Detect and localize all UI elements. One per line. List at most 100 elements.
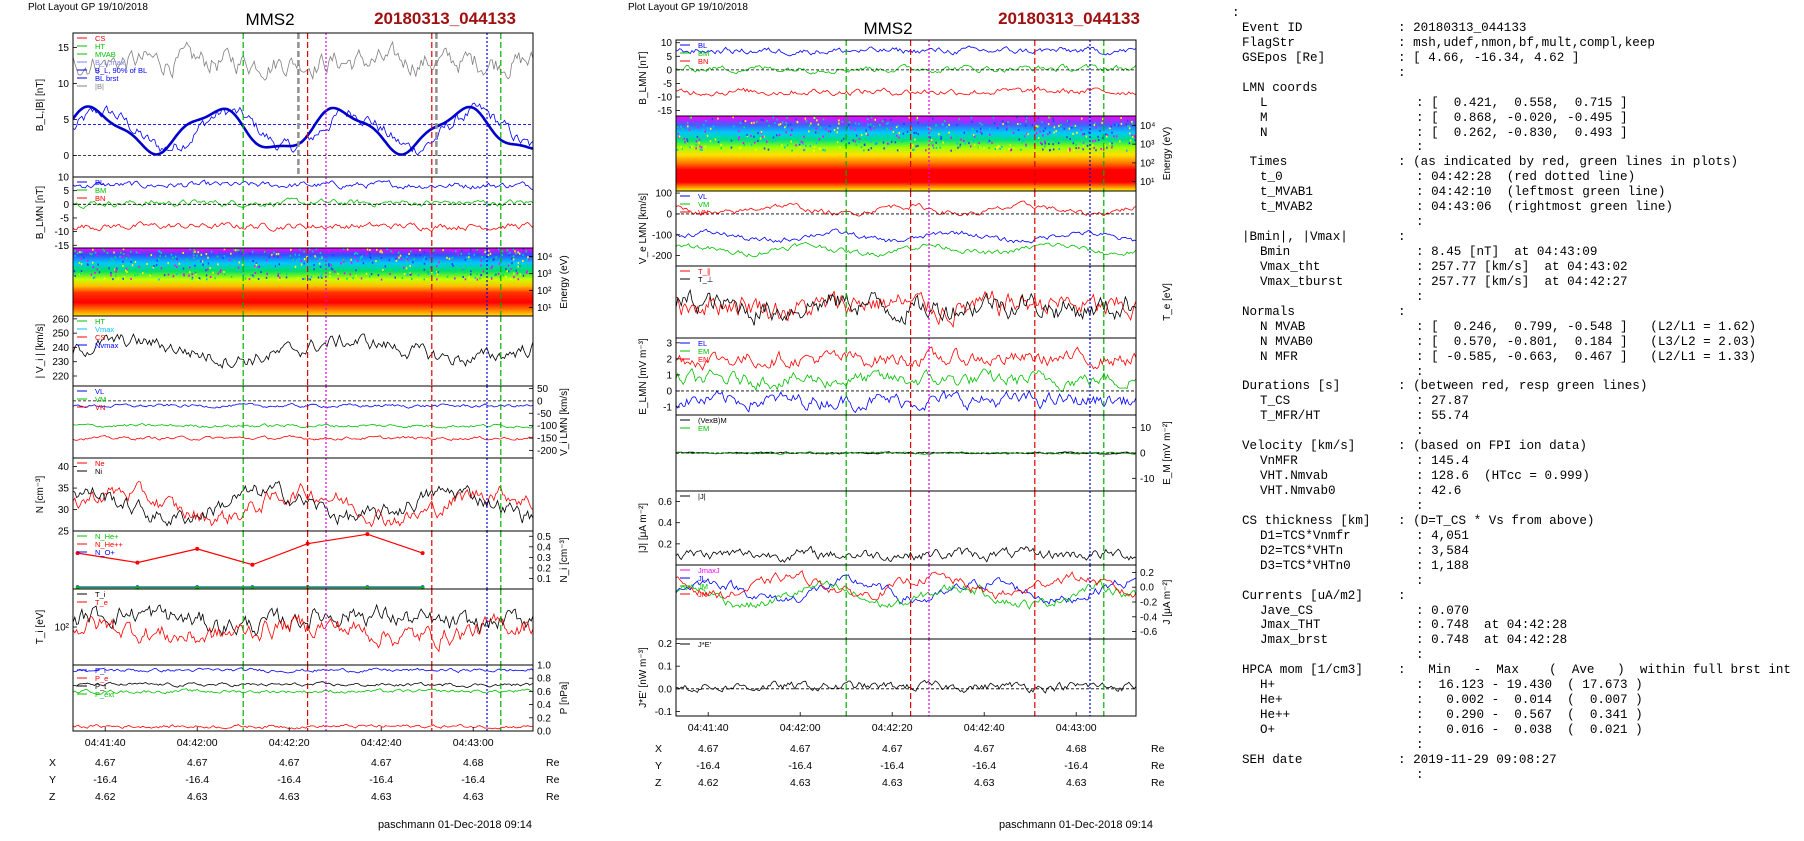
spectrogram-pixel xyxy=(79,267,81,270)
spectrogram-pixel xyxy=(709,140,712,143)
spectrogram-pixel xyxy=(847,127,850,130)
spectrogram-pixel xyxy=(517,278,520,281)
spectrogram-pixel xyxy=(353,266,356,269)
spectrogram-pixel xyxy=(928,127,931,130)
legend-label: HT xyxy=(95,317,105,326)
spectrogram-pixel xyxy=(179,268,181,271)
y-tick-label: -0.2 xyxy=(1140,598,1158,609)
y-tick-label: -0.1 xyxy=(655,707,673,718)
spectrogram-pixel xyxy=(712,125,715,128)
y-tick-label: 0.2 xyxy=(658,539,672,550)
spectrogram-pixel xyxy=(194,250,196,253)
spectrogram-pixel xyxy=(380,265,383,268)
he-plus-plus-point xyxy=(250,562,255,567)
spectrogram-pixel xyxy=(277,274,279,277)
spectrogram-pixel xyxy=(391,251,394,254)
spectrogram-pixel xyxy=(249,253,251,256)
event-title: 20180313_044133 xyxy=(998,9,1140,28)
info-label: T_MFR/HT xyxy=(1260,409,1321,424)
info-row: : xyxy=(1232,499,1804,514)
spectrogram-pixel xyxy=(776,134,778,137)
info-value: : msh,udef,nmon,bf,mult,compl,keep xyxy=(1398,35,1655,50)
spectrogram-pixel xyxy=(948,123,950,126)
spectrogram-pixel xyxy=(329,275,331,278)
spectrogram-pixel xyxy=(764,138,767,141)
spectrogram-pixel xyxy=(1094,122,1096,125)
spectrogram-pixel xyxy=(703,123,705,126)
spectrogram-pixel xyxy=(1075,143,1077,146)
info-value: : xyxy=(1416,737,1424,752)
info-value: : [ 0.246, 0.799, -0.548 ] (L2/L1 = 1.62… xyxy=(1416,319,1757,334)
spectrogram-pixel xyxy=(1035,132,1038,135)
spectrogram-pixel xyxy=(122,248,125,251)
spectrogram-pixel xyxy=(812,129,814,132)
spectrogram-pixel xyxy=(1133,136,1135,139)
spectrogram-pixel xyxy=(302,278,304,281)
info-label xyxy=(1232,140,1416,155)
panel-6: 100-10 E_M [mV m⁻²](VexB)MEM xyxy=(675,414,1173,492)
he-plus-plus-point xyxy=(420,551,425,556)
spectrogram-pixel xyxy=(717,117,719,120)
spectrogram-pixel xyxy=(865,132,867,135)
spectrogram-pixel xyxy=(123,251,126,254)
spectrogram-pixel xyxy=(294,253,297,256)
spectrogram-pixel xyxy=(839,146,841,149)
spectrogram-pixel xyxy=(1050,123,1053,126)
spectrogram-pixel xyxy=(1076,131,1078,134)
spectrogram-pixel xyxy=(429,252,432,255)
spectrogram-pixel xyxy=(929,136,931,139)
spectrogram-pixel xyxy=(931,128,933,131)
spectrogram-pixel xyxy=(981,123,983,126)
series-line xyxy=(676,545,1136,564)
spectrogram-pixel xyxy=(293,263,295,266)
info-label: LMN coords xyxy=(1242,80,1318,95)
spectrogram-pixel xyxy=(895,131,897,134)
info-row: Jmax_THT: 0.748 at 04:42:28 xyxy=(1232,618,1804,633)
info-value: : (between red, resp green lines) xyxy=(1398,379,1648,394)
series-line xyxy=(73,612,533,653)
series-line xyxy=(73,723,533,730)
info-section-title: SEH date: 2019-11-29 09:08:27 xyxy=(1232,753,1804,768)
spectrogram-pixel xyxy=(318,262,321,265)
coord-value: 4.63 xyxy=(790,777,811,789)
spectrogram-pixel xyxy=(1100,147,1102,150)
info-label: D2=TCS*VHTn xyxy=(1260,543,1344,558)
spectrogram-pixel xyxy=(779,123,782,126)
y-axis-label: E_M [mV m⁻²] xyxy=(1162,421,1173,485)
spectrogram-pixel xyxy=(784,146,786,149)
spectrogram-pixel xyxy=(744,120,747,123)
spectrogram-pixel xyxy=(964,142,967,145)
spectrogram-pixel xyxy=(370,273,373,276)
spectrogram-pixel xyxy=(822,149,824,152)
y-tick-label: 0.4 xyxy=(537,542,551,553)
y-tick-label: 10³ xyxy=(537,269,552,280)
spectrogram-pixel xyxy=(848,142,850,145)
y-tick-label: 0.2 xyxy=(1140,568,1154,579)
spectrogram-pixel xyxy=(130,250,132,253)
info-row: He+: 0.002 - 0.014 ( 0.007 ) xyxy=(1232,693,1804,708)
y-tick-label: 25 xyxy=(58,527,70,538)
spectrogram-pixel xyxy=(176,273,178,276)
spectrogram-pixel xyxy=(1081,133,1084,136)
he-plus-plus-point xyxy=(135,560,140,565)
spectrogram-pixel xyxy=(124,263,127,266)
spectrogram-pixel xyxy=(789,133,792,136)
spectrogram-pixel xyxy=(887,122,889,125)
x-tick-label: 04:42:20 xyxy=(872,722,913,734)
spectrogram-pixel xyxy=(768,124,770,127)
info-row: VHT.Nmvab: 128.6 (HTcc = 0.999) xyxy=(1232,469,1804,484)
spectrogram-pixel xyxy=(114,268,116,271)
y-tick-label: 230 xyxy=(52,357,69,368)
info-section-title: CS thickness [km]: (D=T_CS * Vs from abo… xyxy=(1232,514,1804,529)
info-row: : xyxy=(1232,290,1804,305)
spectrogram-pixel xyxy=(848,123,850,126)
spectrogram-pixel xyxy=(760,118,763,121)
spectrogram-pixel xyxy=(946,126,948,129)
info-label: Currents [uA/m2] xyxy=(1242,588,1363,603)
spectrogram-pixel xyxy=(513,272,515,275)
spectrogram-pixel xyxy=(840,139,843,142)
spectrogram-pixel xyxy=(253,265,256,268)
y-axis-label: Energy (eV) xyxy=(559,255,570,308)
spectrogram-pixel xyxy=(855,143,858,146)
spectrogram-pixel xyxy=(520,248,523,251)
